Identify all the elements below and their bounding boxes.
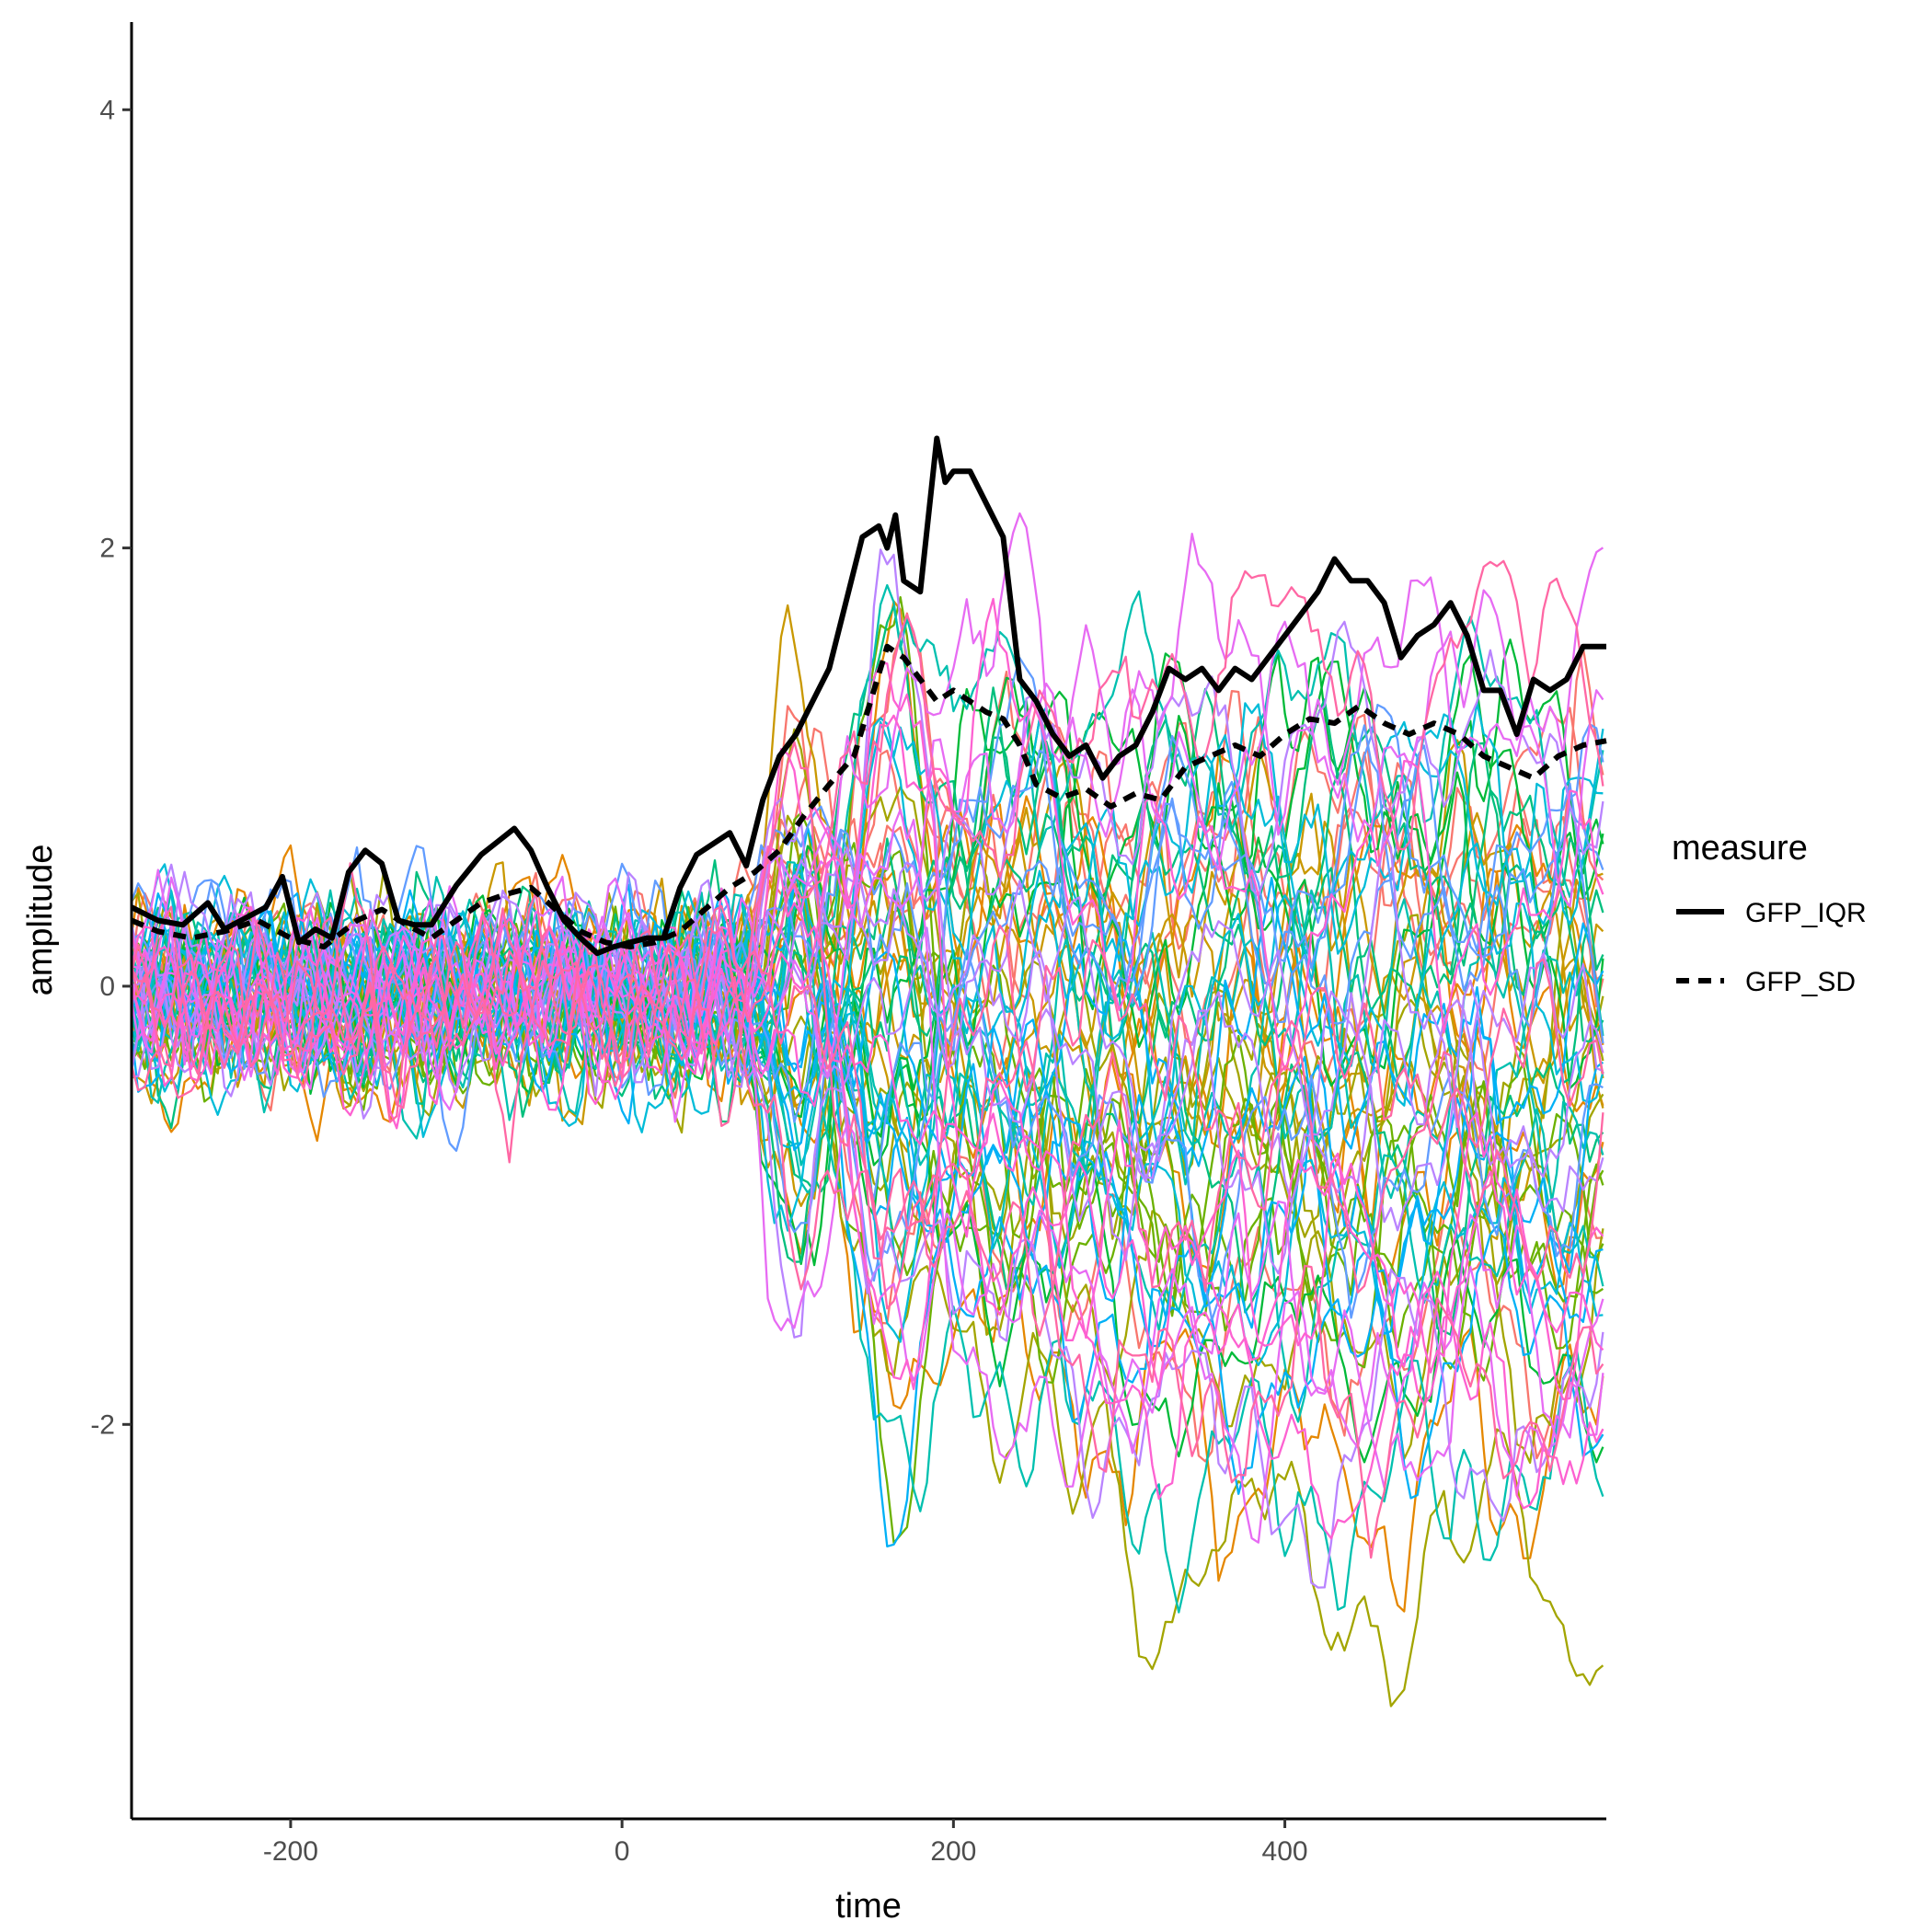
summary-lines [130, 435, 1607, 957]
legend-title: measure [1672, 829, 1808, 868]
channel-trace-line [130, 512, 1604, 1090]
channel-trace-line [131, 720, 1604, 1366]
gfp-sd-line [130, 643, 1607, 950]
y-tick-label: 4 [99, 95, 115, 125]
y-tick-label: 2 [99, 534, 115, 564]
channel-trace-line [130, 919, 1604, 1423]
legend-label-gfp-sd: GFP_SD [1745, 967, 1856, 997]
x-tick-label: 200 [930, 1836, 976, 1867]
channel-trace-line [130, 559, 1604, 1080]
gfp-iqr-line [130, 435, 1606, 957]
legend-label-gfp-iqr: GFP_IQR [1745, 898, 1867, 928]
y-axis-title: amplitude [21, 845, 60, 996]
y-tick-label: -2 [90, 1409, 115, 1440]
channel-trace-line [130, 907, 1604, 1310]
legend: measure GFP_IQR GFP_SD [1672, 829, 1867, 997]
channel-trace-line [131, 808, 1604, 1544]
y-axis-ticks: -2 0 2 4 [90, 95, 132, 1440]
x-axis-ticks: -200 0 200 400 [263, 1819, 1308, 1867]
x-tick-label: 0 [615, 1836, 630, 1867]
channel-trace-line [130, 862, 1604, 1559]
x-tick-label: 400 [1262, 1836, 1308, 1867]
channel-trace-line [130, 597, 1604, 1106]
y-tick-label: 0 [99, 972, 115, 1002]
channel-trace-line [130, 845, 1604, 1391]
channel-trace-line [130, 811, 1604, 1370]
channel-trace-line [130, 830, 1604, 1339]
channel-trace-line [130, 956, 1604, 1540]
channel-traces [130, 512, 1604, 1708]
x-axis-title: time [835, 1887, 902, 1926]
x-tick-label: -200 [263, 1836, 318, 1867]
channel-trace-line [130, 620, 1604, 1041]
